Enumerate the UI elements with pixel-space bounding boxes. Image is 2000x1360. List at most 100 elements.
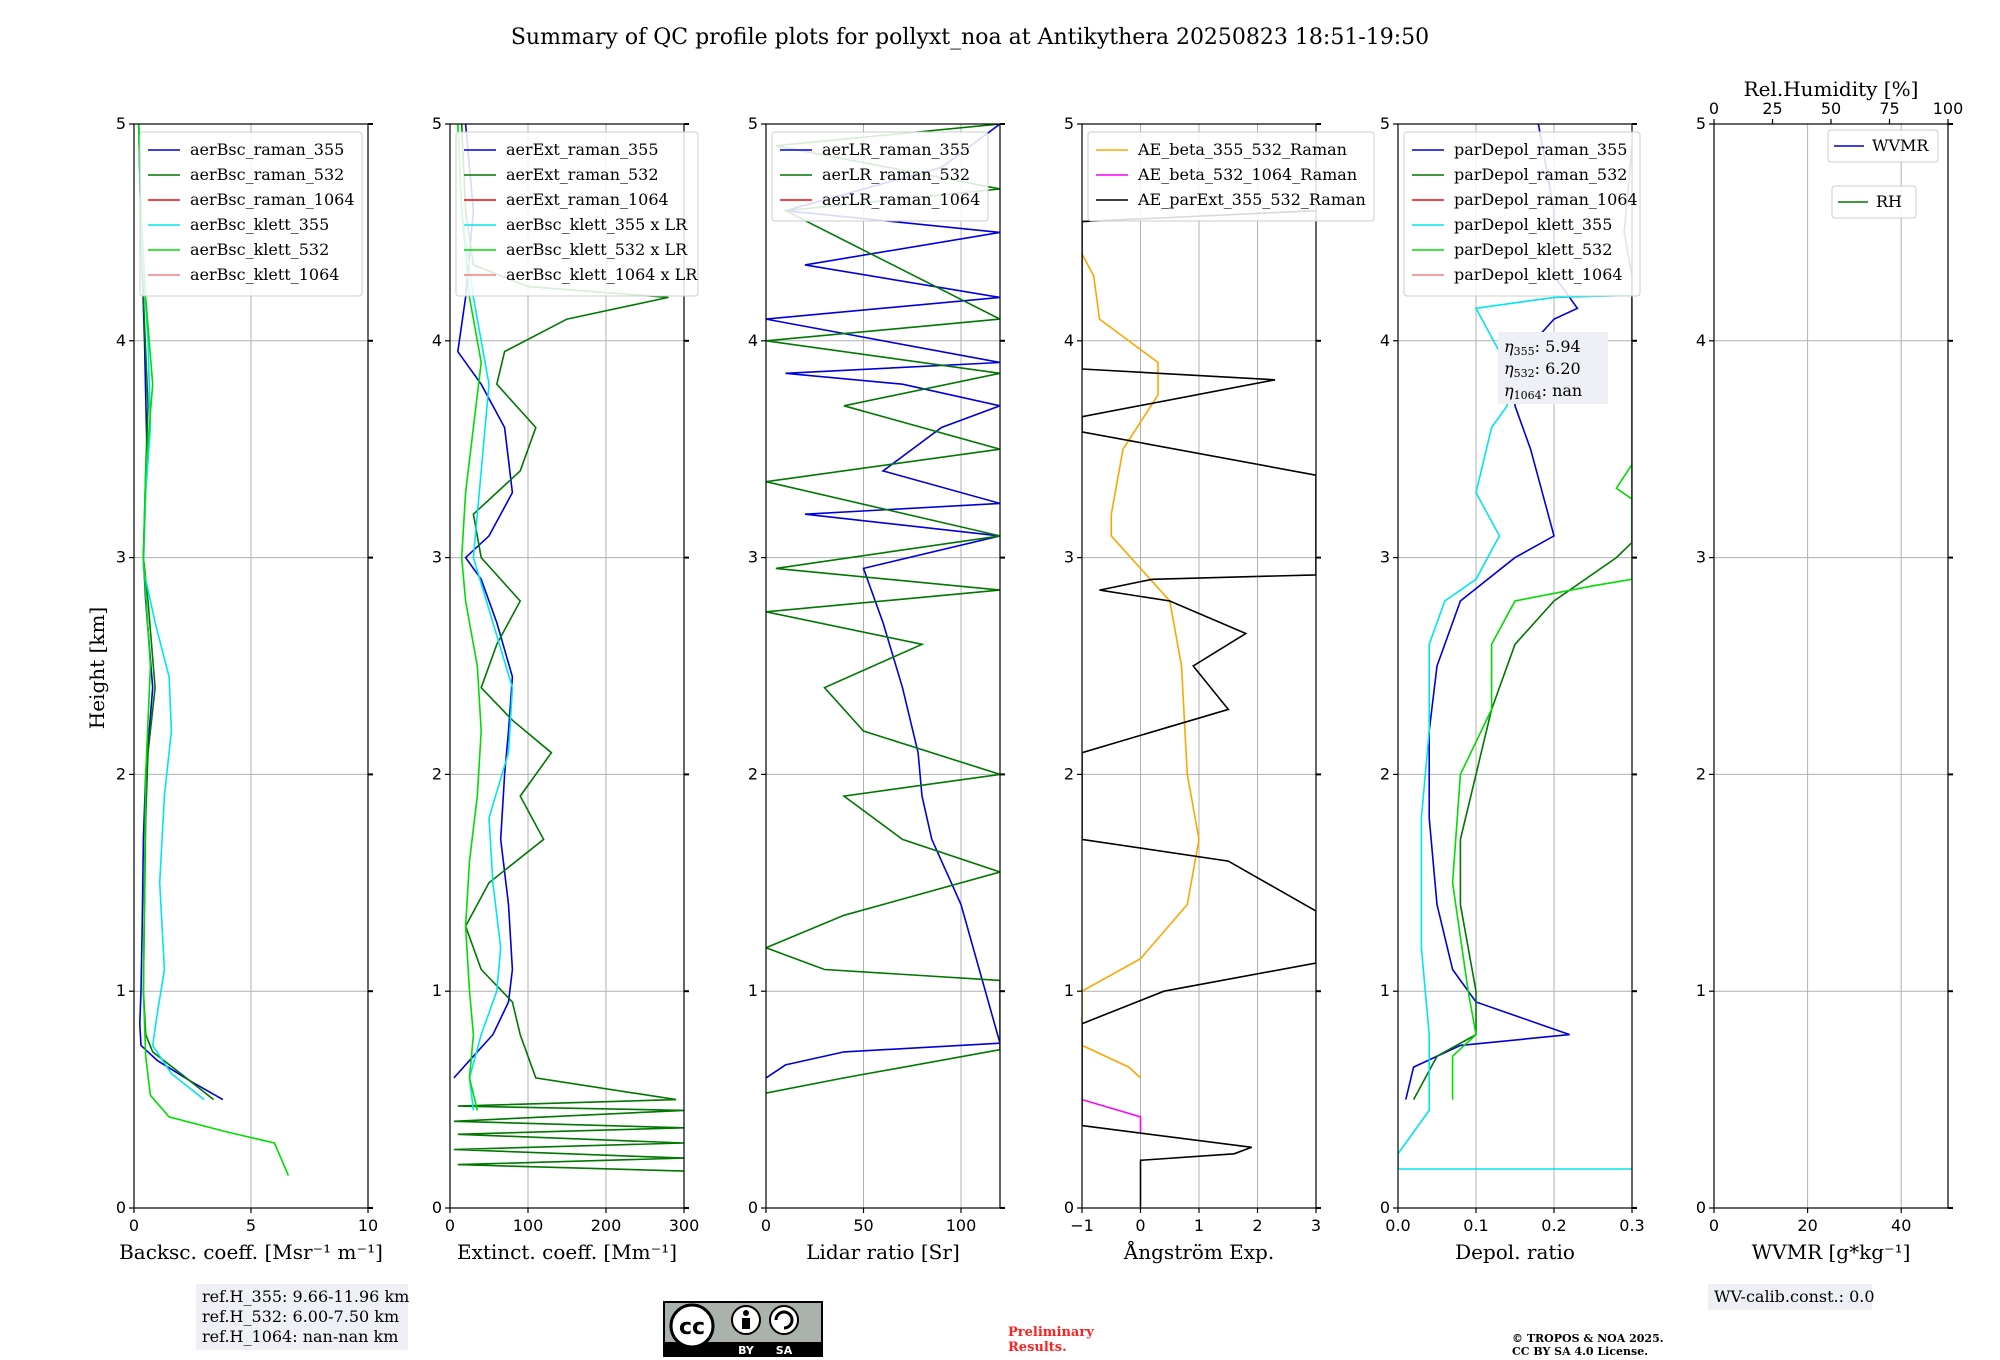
legend-label: aerBsc_klett_1064 [190,265,339,284]
x-tick-label: 0 [129,1216,139,1235]
x-tick-label: 0 [1135,1216,1145,1235]
top-x-tick-label: 100 [1933,99,1964,118]
y-tick-label: 0 [432,1198,442,1217]
reference-heights-box: ref.H_355: 9.66-11.96 km ref.H_532: 6.00… [196,1284,409,1350]
y-tick-label: 5 [1380,114,1390,133]
x-tick-label: 0 [445,1216,455,1235]
preliminary-line-1: Preliminary [1008,1325,1094,1340]
x-tick-label: 0 [1709,1216,1719,1235]
plot-frame [765,123,1001,1209]
legend-label: AE_beta_355_532_Raman [1137,140,1347,159]
legend-box [1087,131,1375,222]
series-line-aerBsc_klett_532 x LR [457,124,483,1111]
series-line-aerBsc_klett_355 [137,124,205,1101]
legend-label: aerExt_raman_1064 [506,190,669,209]
y-tick-label: 3 [432,548,442,567]
legend-box [771,131,989,222]
legend-label: aerBsc_raman_1064 [190,190,355,209]
x-tick-label: 3 [1311,1216,1321,1235]
y-tick-label: 3 [1064,548,1074,567]
cc-by-sa-logo: cc BY SA [663,1301,823,1357]
legend-label: aerBsc_raman_532 [190,165,344,184]
top-x-tick-label: 25 [1762,99,1782,118]
ref-h-355: ref.H_355: 9.66-11.96 km [202,1287,409,1306]
y-tick-label: 4 [1064,331,1074,350]
eta-box [1498,332,1608,404]
series-group [453,124,684,1172]
series-line-parDepol_klett_532 [1451,463,1632,1100]
legend-box [1827,129,1939,163]
legend-label: AE_beta_532_1064_Raman [1137,165,1357,184]
legend-label: aerBsc_klett_532 [190,240,329,259]
x-axis-label: WVMR [g*kg⁻¹] [1752,1240,1911,1264]
y-tick-label: 4 [748,331,758,350]
chart-backscatter: 0 1 2 3 4 5 0 5 10 Backsc. coeff. [Msr⁻¹ m⁻¹] aerB… [116,114,383,1264]
eta-line: η355: 5.94 [1504,337,1581,358]
legend-label: parDepol_klett_532 [1454,240,1612,259]
legend-label: aerLR_raman_355 [822,140,970,159]
x-axis-label: Extinct. coeff. [Mm⁻¹] [457,1240,677,1264]
x-tick-label: 100 [513,1216,544,1235]
legend-label: RH [1876,192,1902,211]
y-tick-label: 0 [116,1198,126,1217]
y-tick-label: 0 [748,1198,758,1217]
legend-label: aerExt_raman_532 [506,165,659,184]
y-tick-label: 4 [1696,331,1706,350]
legend-label: AE_parExt_355_532_Raman [1137,190,1366,209]
chart-extinction: 0 1 2 3 4 5 0 100 200 300 Extinct. coeff. [Mm⁻¹] ae… [432,114,699,1264]
ref-h-532: ref.H_532: 6.00-7.50 km [202,1307,399,1326]
x-axis-label: Depol. ratio [1455,1240,1575,1264]
y-tick-label: 5 [116,114,126,133]
x-tick-label: 0.1 [1463,1216,1488,1235]
legend-label: aerBsc_klett_355 x LR [506,215,688,234]
copyright-line-1: © TROPOS & NOA 2025. [1512,1332,1664,1345]
wv-calib-text: WV-calib.const.: 0.0 [1714,1287,1875,1306]
x-tick-label: 0.2 [1541,1216,1566,1235]
series-line-AE_parExt_355_532_Raman [1082,209,1316,1208]
figure-title: Summary of QC profile plots for pollyxt_… [511,25,1429,50]
y-tick-label: 1 [748,981,758,1000]
legend-label: aerBsc_klett_532 x LR [506,240,688,259]
y-tick-label: 1 [116,981,126,1000]
series-line-aerExt_raman_355 [453,124,514,1079]
legend-label: parDepol_raman_532 [1454,165,1627,184]
x-tick-label: 0.3 [1619,1216,1644,1235]
series-line-AE_beta_532_1064_Raman [1082,1098,1142,1133]
x-axis-label: Backsc. coeff. [Msr⁻¹ m⁻¹] [119,1240,383,1264]
y-tick-label: 4 [1380,331,1390,350]
cc-icon [669,1303,715,1349]
x-tick-label: 0 [761,1216,771,1235]
x-axis-label: Ångström Exp. [1123,1239,1274,1264]
series-line-AE_beta_355_532_Raman [1082,253,1200,1079]
y-tick-label: 1 [1064,981,1074,1000]
legend-label: aerBsc_klett_355 [190,215,329,234]
y-tick-label: 2 [1696,764,1706,783]
y-tick-label: 3 [1696,548,1706,567]
x-tick-label: −1 [1070,1216,1094,1235]
legend-label: parDepol_klett_1064 [1454,265,1623,284]
y-tick-label: 5 [1696,114,1706,133]
y-tick-label: 3 [116,548,126,567]
series-line-parDepol_klett_355 [1398,294,1632,1170]
y-tick-label: 2 [116,764,126,783]
legend-label: parDepol_raman_1064 [1454,190,1638,209]
preliminary-line-2: Results. [1008,1340,1067,1355]
series-group [766,124,1000,1094]
chart-depol: 0 1 2 3 4 5 0.0 0.1 0.2 0.3 Depol. ratio parDepol_r… [1380,114,1645,1264]
y-tick-label: 1 [1380,981,1390,1000]
y-tick-label: 2 [1380,764,1390,783]
y-tick-label: 5 [432,114,442,133]
y-tick-label: 2 [432,764,442,783]
x-tick-label: 2 [1252,1216,1262,1235]
top-x-axis-label: Rel.Humidity [%] [1744,77,1919,101]
top-x-tick-label: 50 [1821,99,1841,118]
legend-label: aerBsc_klett_1064 x LR [506,265,698,284]
eta-line: η1064: nan [1504,381,1582,402]
y-tick-label: 0 [1380,1198,1390,1217]
x-axis-label: Lidar ratio [Sr] [806,1240,960,1264]
y-tick-label: 0 [1696,1198,1706,1217]
top-x-tick-label: 0 [1709,99,1719,118]
series-line-aerLR_raman_355 [766,124,1000,1079]
